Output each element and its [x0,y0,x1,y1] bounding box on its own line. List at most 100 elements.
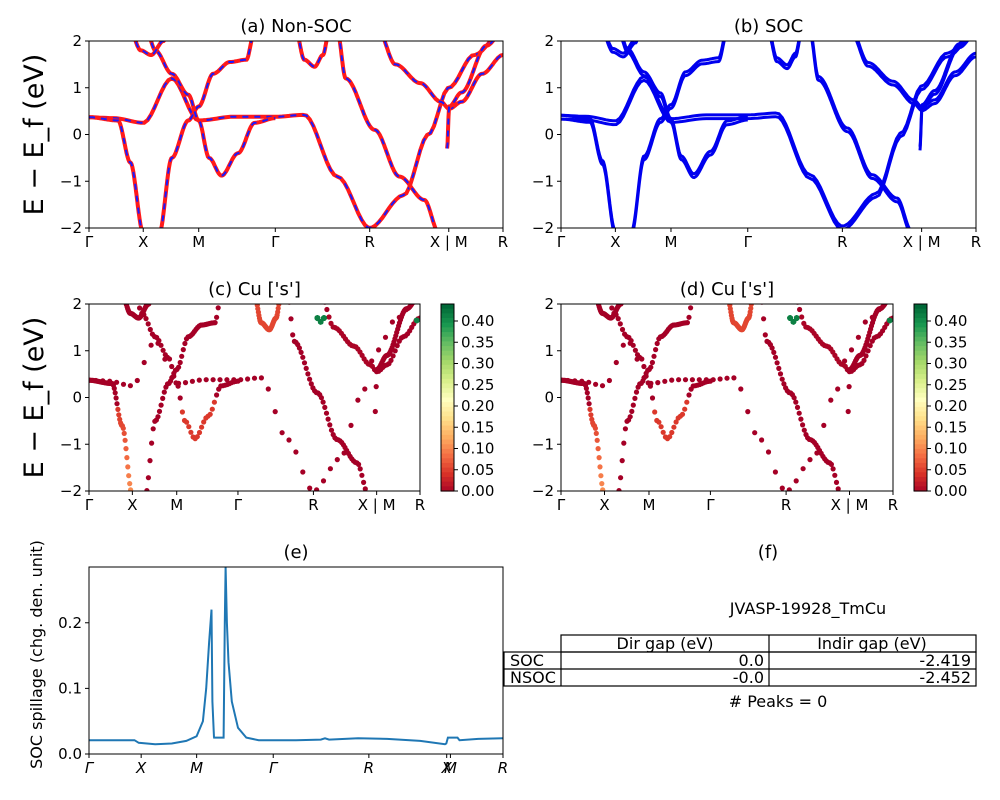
projected-band-point [144,488,150,491]
colorbar-segment [914,467,927,473]
projected-band-point [731,375,737,381]
projected-band-point [314,487,320,491]
projected-band-point [303,365,309,371]
projected-band-point [748,304,754,307]
projected-band-point [613,359,619,366]
projected-band-point [759,437,765,443]
panel-f-info: (f) JVASP-19928_TmCu Dir gap (eV) Indir … [503,542,977,711]
y-tick-label: −2 [60,482,82,500]
projected-band-point [684,399,690,405]
panel-b-soc: 210−1−2Γ X M Γ R X | M R(b) SOC [532,16,981,251]
projected-band-point [771,349,777,355]
projected-band-point [290,332,296,338]
projected-band-point [846,384,852,390]
projected-band-point [793,478,799,484]
colorbar-tick-label: 0.00 [461,482,494,500]
axes-frame [560,303,894,492]
projected-band-point [641,363,647,370]
projected-band-point [845,408,851,415]
x-tick-label: R [498,233,508,251]
projected-band-point [748,305,754,311]
colorbar-segment [914,364,927,371]
colorbar-segment [914,486,927,492]
colorbar-segment [914,369,927,375]
projected-band-point [324,306,330,313]
colorbar-segment [914,416,927,422]
x-tick-label: Γ [234,496,243,514]
projected-band-point [682,377,689,383]
band-line-soc [631,41,725,228]
projected-band-point [314,315,321,321]
projected-band-point [779,376,785,382]
band-line-soc [769,41,801,71]
projected-band-point [769,345,775,351]
projected-band-point [622,426,629,432]
projected-band-point [196,377,202,383]
projected-band-point [796,410,802,416]
projected-band-point [276,304,282,307]
projected-band-point [855,334,862,340]
band-line-soc [918,41,967,147]
band-line-soc [561,41,964,228]
projected-band-point [394,343,400,349]
projected-band-point [652,409,658,415]
colorbar-frame [440,303,455,492]
projected-band-point [128,487,134,491]
projected-band-point [209,406,215,412]
projected-band-point [279,430,285,436]
panel-title: (c) Cu ['s'] [208,279,301,300]
projected-band-point [649,359,656,366]
colorbar-segment [441,355,454,361]
colorbar-segment [441,318,454,324]
x-tick-label: X [441,759,453,777]
colorbar-tick-label: 0.15 [461,418,494,436]
projected-band-point [867,343,873,349]
projected-band-point [832,472,838,478]
projected-band-point [686,392,692,398]
colorbar-segment [914,420,927,427]
colorbar-tick-label: 0.35 [461,333,494,351]
colorbar-segment [441,402,454,408]
colorbar-segment [441,448,454,455]
projected-band-point [389,319,395,325]
y-tick-label: 2 [72,295,82,313]
colorbar-segment [914,360,927,366]
colorbar-segment [914,439,927,445]
colorbar-segment [914,392,927,399]
projected-band-point [593,430,599,436]
projected-band-point [156,408,163,414]
projected-band-point [595,446,601,452]
colorbar-segment [914,304,927,310]
projected-band-point [275,305,281,311]
colorbar-segment [441,322,454,328]
projected-band-point [359,472,365,478]
plot-area [89,41,503,228]
projected-band-point [160,347,166,353]
projected-band-point [777,371,784,377]
band-line-soc [918,41,970,151]
band-line-soc [605,41,639,59]
projected-band-point [821,422,827,428]
x-tick-label: R [837,233,847,251]
projected-band-point [334,457,340,463]
colorbar-segment [914,458,927,464]
y-axis-label: SOC spillage (chg. den. unit) [27,540,46,769]
y-tick-label: 0.0 [58,745,82,763]
projected-band-point [649,395,656,401]
y-tick-label: −1 [532,172,554,190]
projected-band-point [411,297,416,302]
projected-band-point [321,315,327,321]
projected-band-point [357,466,363,472]
projected-band-point [793,315,800,321]
band-line-soc [561,117,615,228]
band-line-soc [856,41,976,109]
projected-band-point [288,316,294,322]
projected-band-point [215,305,221,311]
projected-band-point [791,395,797,401]
y-axis-label: E − E_f (eV) [19,317,50,479]
colorbar-segment [441,420,454,427]
colorbar-segment [914,336,927,342]
panel-title: (d) Cu ['s'] [680,279,774,300]
y-tick-label: −1 [532,435,554,453]
band-line-blue-dashed [89,116,143,228]
